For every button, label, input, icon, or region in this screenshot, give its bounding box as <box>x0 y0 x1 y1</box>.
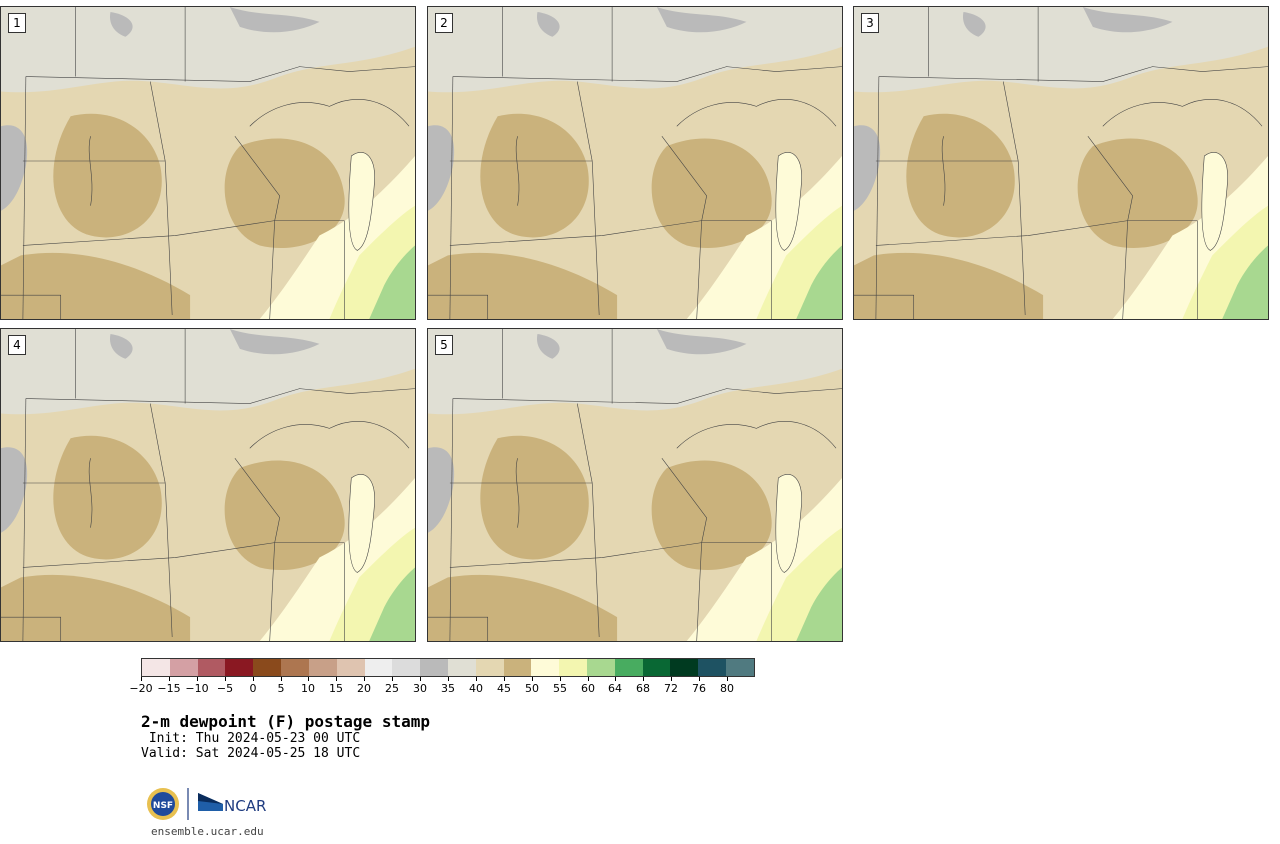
map-panel-2: 2 <box>427 6 843 320</box>
colorbar-tick <box>281 677 282 681</box>
colorbar-tick <box>141 677 142 681</box>
colorbar-tick-label: 30 <box>413 682 427 695</box>
colorbar-swatch <box>364 659 393 676</box>
colorbar-tick-label: −20 <box>129 682 153 695</box>
colorbar-swatch <box>169 659 198 676</box>
colorbar-tick-label: 25 <box>385 682 399 695</box>
colorbar-tick-label: 40 <box>469 682 483 695</box>
colorbar-tick <box>336 677 337 681</box>
colorbar-tick-label: 15 <box>329 682 343 695</box>
colorbar-tick <box>727 677 728 681</box>
colorbar-tick-label: −10 <box>185 682 209 695</box>
colorbar-swatch <box>420 659 448 676</box>
init-time: Init: Thu 2024-05-23 00 UTC <box>141 731 361 746</box>
map-panel-5: 5 <box>427 328 843 642</box>
dewpoint-map-3 <box>854 7 1268 319</box>
ncar-logo-icon: NCAR <box>198 793 266 815</box>
colorbar-tick <box>225 677 226 681</box>
colorbar-swatch <box>336 659 365 676</box>
svg-text:NSF: NSF <box>153 801 173 811</box>
colorbar-ticks: −20 −15 −10 −5 0 5 10 15 20 25 30 35 40 45 50 55 60 64 68 7… <box>129 677 755 697</box>
svg-text:NCAR: NCAR <box>224 797 266 815</box>
colorbar-swatch <box>531 659 560 676</box>
colorbar-swatch <box>225 659 254 676</box>
colorbar-tick <box>671 677 672 681</box>
colorbar-tick <box>699 677 700 681</box>
colorbar-tick-label: 50 <box>525 682 539 695</box>
colorbar-tick-label: 5 <box>277 682 285 695</box>
colorbar-tick <box>308 677 309 681</box>
colorbar-tick-label: 35 <box>441 682 455 695</box>
colorbar-swatch <box>447 659 476 676</box>
colorbar-swatch <box>642 659 671 676</box>
colorbar-tick <box>169 677 170 681</box>
colorbar-swatch <box>614 659 643 676</box>
colorbar-swatch <box>253 659 282 676</box>
colorbar-swatch <box>670 659 699 676</box>
colorbar-tick <box>420 677 421 681</box>
colorbar-tick <box>392 677 393 681</box>
colorbar-swatch <box>698 659 727 676</box>
colorbar-swatch <box>503 659 532 676</box>
dewpoint-colorbar <box>141 658 755 677</box>
nsf-ncar-logos: NSF NCAR <box>147 788 266 820</box>
colorbar-swatch <box>726 659 754 676</box>
colorbar-tick-label: 20 <box>357 682 371 695</box>
chart-title: 2-m dewpoint (F) postage stamp <box>141 712 430 731</box>
panel-number-4: 4 <box>8 335 26 355</box>
dewpoint-map-5 <box>428 329 842 641</box>
dewpoint-map-2 <box>428 7 842 319</box>
colorbar-tick <box>615 677 616 681</box>
colorbar-swatch <box>281 659 309 676</box>
map-panel-1: 1 <box>0 6 416 320</box>
colorbar-tick-label: −15 <box>157 682 181 695</box>
colorbar-tick-label: 10 <box>301 682 315 695</box>
colorbar-tick-label: 60 <box>581 682 595 695</box>
nsf-logo-icon: NSF <box>147 788 179 820</box>
colorbar-tick-label: 64 <box>608 682 622 695</box>
colorbar-tick <box>364 677 365 681</box>
valid-time: Valid: Sat 2024-05-25 18 UTC <box>141 746 361 761</box>
colorbar-tick <box>588 677 589 681</box>
dewpoint-map-4 <box>1 329 415 641</box>
colorbar-swatch <box>142 659 170 676</box>
colorbar-tick <box>448 677 449 681</box>
dewpoint-map-1 <box>1 7 415 319</box>
colorbar-tick-label: 76 <box>692 682 706 695</box>
panel-number-3: 3 <box>861 13 879 33</box>
colorbar-tick <box>504 677 505 681</box>
panel-number-1: 1 <box>8 13 26 33</box>
colorbar-tick-label: 68 <box>636 682 650 695</box>
site-url: ensemble.ucar.edu <box>151 825 264 838</box>
colorbar-tick <box>197 677 198 681</box>
colorbar-swatch <box>587 659 615 676</box>
map-panel-3: 3 <box>853 6 1269 320</box>
colorbar-tick-label: 72 <box>664 682 678 695</box>
colorbar-swatch <box>559 659 587 676</box>
colorbar-tick <box>643 677 644 681</box>
colorbar-tick-label: 55 <box>553 682 567 695</box>
colorbar-tick <box>253 677 254 681</box>
colorbar-tick-label: 80 <box>720 682 734 695</box>
map-panel-4: 4 <box>0 328 416 642</box>
colorbar-tick-label: 45 <box>497 682 511 695</box>
colorbar-tick <box>560 677 561 681</box>
colorbar-tick-label: 0 <box>249 682 257 695</box>
colorbar-swatch <box>308 659 337 676</box>
panel-number-5: 5 <box>435 335 453 355</box>
colorbar-tick <box>476 677 477 681</box>
colorbar-swatch <box>392 659 421 676</box>
colorbar-tick <box>532 677 533 681</box>
panel-number-2: 2 <box>435 13 453 33</box>
colorbar-swatch <box>475 659 504 676</box>
colorbar-swatch <box>197 659 226 676</box>
colorbar-tick-label: −5 <box>216 682 234 695</box>
